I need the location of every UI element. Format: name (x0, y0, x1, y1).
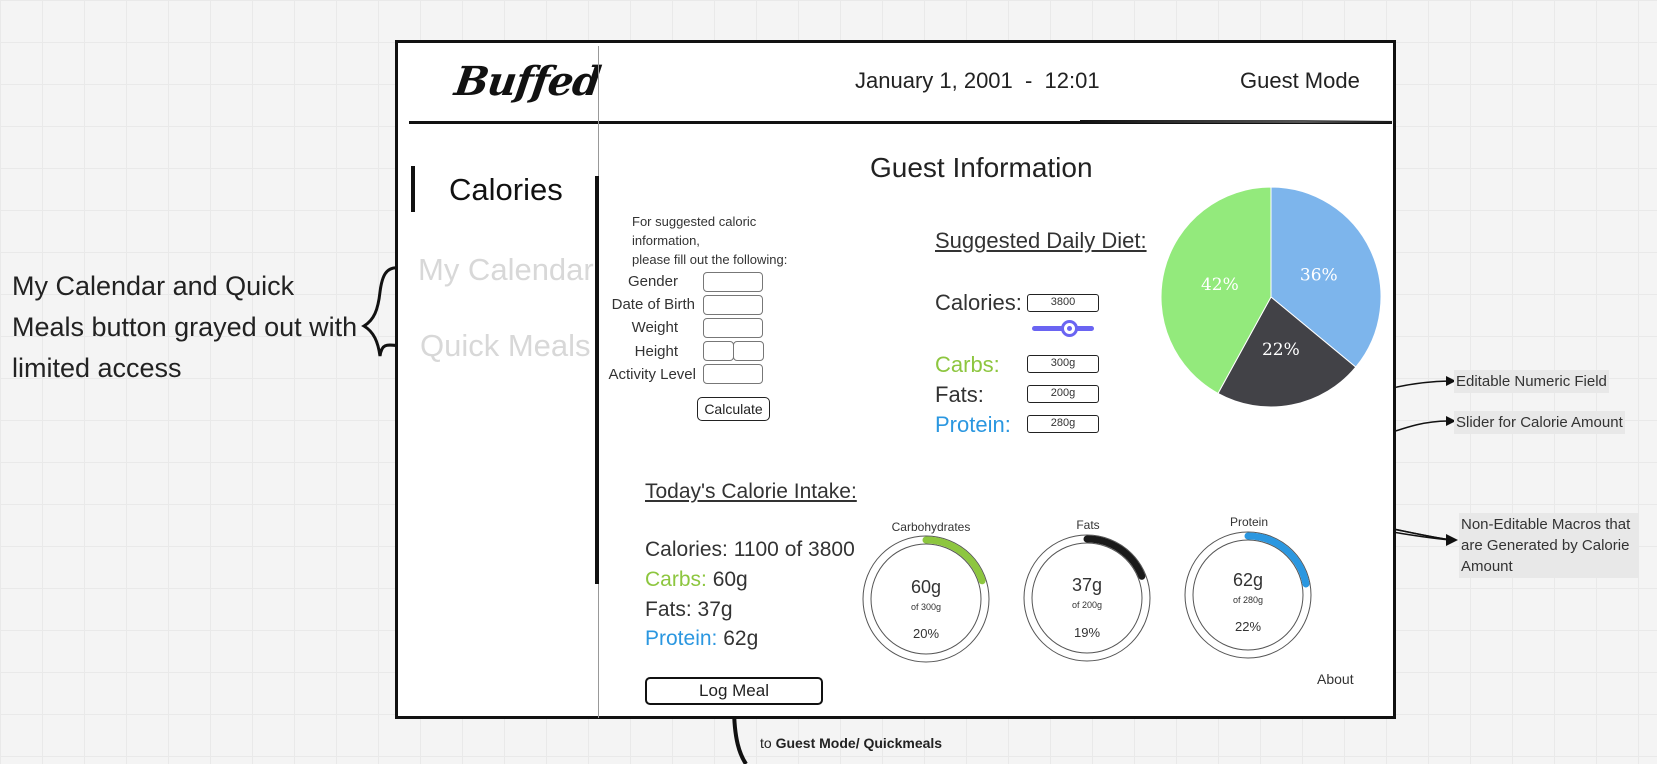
form-instructions-line2: please fill out the following: (632, 252, 788, 267)
pie-slice-label-2: 42% (1201, 275, 1239, 295)
ring-carbs-pct: 20% (912, 626, 940, 641)
ring-protein-title: Protein (1229, 515, 1269, 529)
intake-protein: Protein: 62g (645, 627, 758, 651)
ring-carbs (862, 535, 990, 663)
calories-input[interactable]: 3800 (1027, 294, 1099, 312)
annotation-disabled-nav: My Calendar and Quick Meals button graye… (12, 271, 358, 383)
form-instructions-line1: For suggested caloric information, (632, 214, 757, 248)
macro-pie-chart: 36% 22% 42% (1160, 186, 1382, 408)
sidebar-active-indicator (411, 166, 415, 212)
dob-field[interactable] (703, 295, 763, 315)
intake-title: Today's Calorie Intake: (645, 480, 857, 503)
callout-editable-field: Editable Numeric Field (1454, 370, 1609, 393)
ring-outer (1023, 534, 1151, 662)
callout-non-editable-macros: Non-Editable Macros that are Generated b… (1459, 513, 1639, 578)
ring-fats-value: 37g (1071, 575, 1103, 595)
intake-carbs: Carbs: 60g (645, 568, 748, 592)
form-instructions: For suggested caloric information, pleas… (632, 212, 822, 269)
sidebar-divider-bold (595, 176, 599, 584)
header-datetime: January 1, 2001 - 12:01 (855, 68, 1100, 93)
ring-progress-arc (1083, 535, 1146, 580)
pie-slice-label-1: 22% (1262, 340, 1300, 360)
pie-slice-label-0: 36% (1300, 266, 1338, 286)
callout-slider: Slider for Calorie Amount (1454, 411, 1625, 434)
about-link[interactable]: About (1317, 671, 1354, 687)
sidebar-item-calories[interactable]: Calories (449, 172, 563, 207)
ring-carbs-title: Carbohydrates (891, 520, 971, 534)
intake-fats: Fats: 37g (645, 598, 733, 621)
ring-outer (1184, 531, 1312, 659)
calculate-button[interactable]: Calculate (697, 397, 770, 421)
activity-level-label: Activity Level (608, 366, 696, 383)
gender-field[interactable] (703, 272, 763, 292)
app-logo: Buffed (451, 58, 604, 105)
ring-fats-pct: 19% (1073, 625, 1101, 640)
ring-fats (1023, 534, 1151, 662)
arrow-head-slider (1446, 416, 1456, 426)
guest-mode-button[interactable]: Guest Mode (1240, 68, 1360, 93)
header-divider (409, 121, 1392, 124)
ring-progress-arc (922, 536, 986, 585)
page-title: Guest Information (870, 152, 1093, 183)
sidebar-item-my-calendar[interactable]: My Calendar (418, 252, 594, 287)
calorie-slider-handle-dot (1067, 326, 1072, 331)
dob-label: Date of Birth (611, 296, 695, 313)
left-brace (361, 266, 403, 357)
intake-protein-value: 62g (717, 627, 759, 650)
ring-inner (1031, 542, 1143, 654)
arrow-head-editable (1446, 376, 1456, 386)
ring-carbs-of: of 300g (910, 602, 942, 612)
flow-annotation: to Guest Mode/ Quickmeals (760, 735, 942, 751)
diet-protein-label: Protein: (935, 412, 1011, 437)
ring-fats-title: Fats (1076, 518, 1100, 532)
intake-protein-label: Protein: (645, 627, 718, 650)
fats-value-field: 200g (1027, 385, 1099, 403)
activity-level-field[interactable] (703, 364, 763, 384)
ring-progress-arc (1244, 532, 1310, 588)
ring-protein (1184, 531, 1312, 659)
carbs-value-field: 300g (1027, 355, 1099, 373)
intake-carbs-value: 60g (706, 568, 748, 591)
height-feet-field[interactable] (703, 341, 734, 361)
ring-inner (1192, 539, 1304, 651)
diet-calories-label: Calories: (935, 290, 1022, 315)
ring-protein-pct: 22% (1234, 619, 1262, 634)
height-label: Height (634, 343, 678, 360)
weight-label: Weight (631, 319, 678, 336)
flow-annotation-prefix: to (760, 735, 776, 751)
pie-slice-0 (1270, 186, 1382, 368)
ring-carbs-value: 60g (910, 577, 942, 597)
suggested-diet-title: Suggested Daily Diet: (935, 228, 1147, 253)
pie-slice-2 (1160, 186, 1272, 395)
height-inches-field[interactable] (733, 341, 764, 361)
pie-slice-1 (1217, 296, 1357, 408)
intake-carbs-label: Carbs: (645, 568, 707, 591)
intake-calories: Calories: 1100 of 3800 (645, 538, 855, 561)
sidebar-item-quick-meals[interactable]: Quick Meals (420, 328, 591, 363)
protein-value-field: 280g (1027, 415, 1099, 433)
ring-outer (862, 535, 990, 663)
weight-field[interactable] (703, 318, 763, 338)
gender-label: Gender (627, 273, 678, 290)
ring-fats-of: of 200g (1071, 600, 1103, 610)
arrow-head-non-editable (1446, 534, 1458, 546)
ring-inner (870, 543, 982, 655)
diet-fats-label: Fats: (935, 382, 984, 407)
diet-carbs-label: Carbs: (935, 352, 1000, 377)
flow-annotation-target: Guest Mode/ Quickmeals (775, 735, 943, 751)
log-meal-button[interactable]: Log Meal (645, 677, 823, 705)
header-divider-accent (1080, 120, 1400, 123)
ring-protein-of: of 280g (1232, 595, 1264, 605)
ring-protein-value: 62g (1232, 570, 1264, 590)
